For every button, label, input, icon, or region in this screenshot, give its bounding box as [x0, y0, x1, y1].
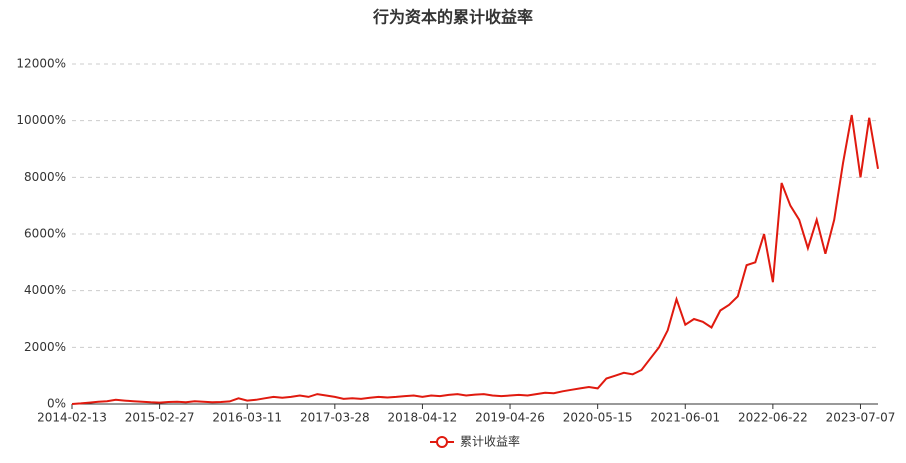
- y-tick-label: 0%: [47, 397, 66, 411]
- x-tick-label: 2016-03-11: [212, 411, 282, 425]
- x-tick-label: 2023-07-07: [826, 411, 896, 425]
- x-tick-label: 2014-02-13: [37, 411, 107, 425]
- legend-marker: [436, 436, 448, 448]
- y-tick-label: 2000%: [24, 340, 66, 354]
- chart-title: 行为资本的累计收益率: [372, 8, 533, 27]
- x-tick-label: 2020-05-15: [563, 411, 633, 425]
- x-tick-label: 2015-02-27: [125, 411, 195, 425]
- x-tick-label: 2019-04-26: [475, 411, 545, 425]
- y-tick-label: 4000%: [24, 283, 66, 297]
- y-tick-label: 8000%: [24, 170, 66, 184]
- x-tick-label: 2018-04-12: [388, 411, 458, 425]
- x-tick-label: 2017-03-28: [300, 411, 370, 425]
- y-tick-label: 12000%: [16, 57, 66, 71]
- legend-label: 累计收益率: [460, 434, 520, 449]
- x-tick-label: 2022-06-22: [738, 411, 808, 425]
- y-tick-label: 6000%: [24, 227, 66, 241]
- y-tick-label: 10000%: [16, 113, 66, 127]
- line-series: [71, 114, 879, 405]
- x-tick-label: 2021-06-01: [650, 411, 720, 425]
